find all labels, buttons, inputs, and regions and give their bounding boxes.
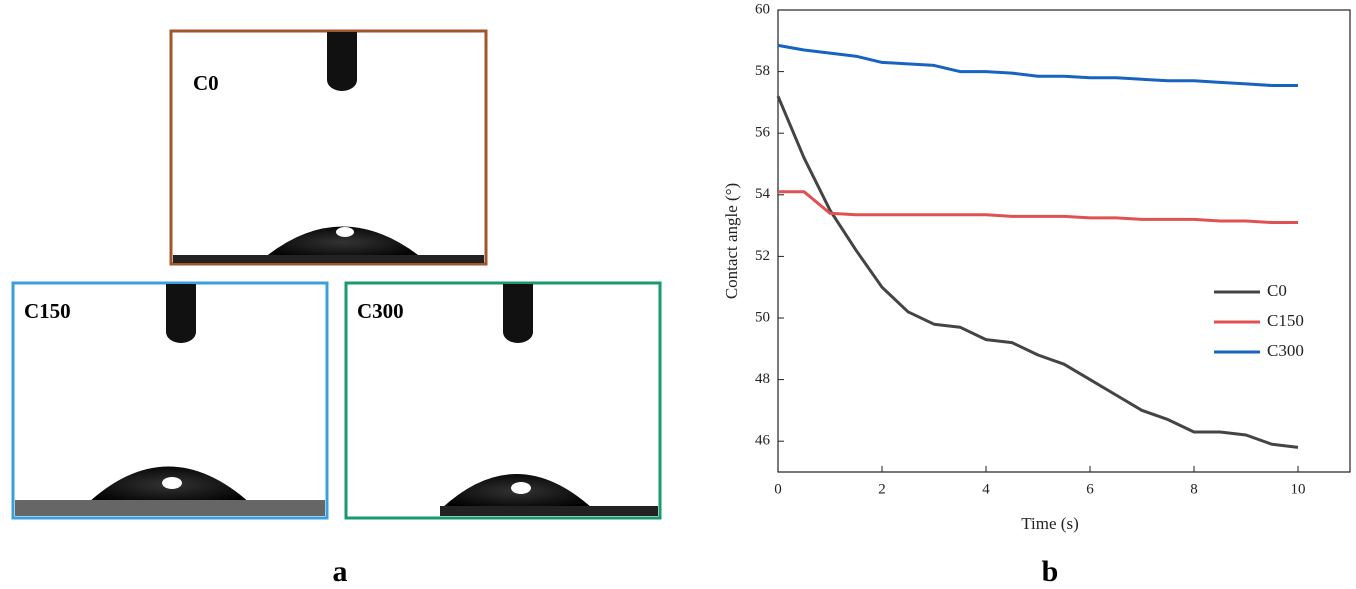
y-tick-label: 52 [755,248,770,264]
photo-c300: C300 [346,283,660,518]
legend-label: C300 [1267,341,1304,360]
y-tick-label: 58 [755,63,770,79]
x-tick-label: 0 [774,481,782,497]
photo-label: C150 [24,299,71,323]
photo-label: C300 [357,299,404,323]
y-tick-label: 60 [755,1,770,17]
y-tick-label: 54 [755,186,771,202]
legend-label: C150 [1267,311,1304,330]
y-axis-label: Contact angle (°) [722,183,741,299]
series-line [778,192,1298,223]
panel-label: b [1042,555,1059,588]
figure: C0 C150 C300 a b Time (s) Contact angle … [0,0,1356,589]
series-line [778,96,1298,447]
photo-c150: C150 [13,283,327,518]
plot-frame [778,10,1350,472]
x-tick-label: 4 [982,481,990,497]
x-tick-label: 2 [878,481,886,497]
series-line [778,45,1298,85]
legend-label: C0 [1267,281,1287,300]
photo-label: C0 [193,71,219,95]
y-tick-label: 48 [755,371,770,387]
y-tick-label: 50 [755,309,770,325]
panel-label: a [333,555,348,588]
x-tick-label: 10 [1291,481,1306,497]
y-tick-label: 46 [755,433,771,449]
photo-c0: C0 [171,31,486,264]
x-tick-label: 6 [1086,481,1094,497]
x-axis-label: Time (s) [1021,514,1078,533]
x-tick-label: 8 [1190,481,1198,497]
y-tick-label: 56 [755,125,771,141]
